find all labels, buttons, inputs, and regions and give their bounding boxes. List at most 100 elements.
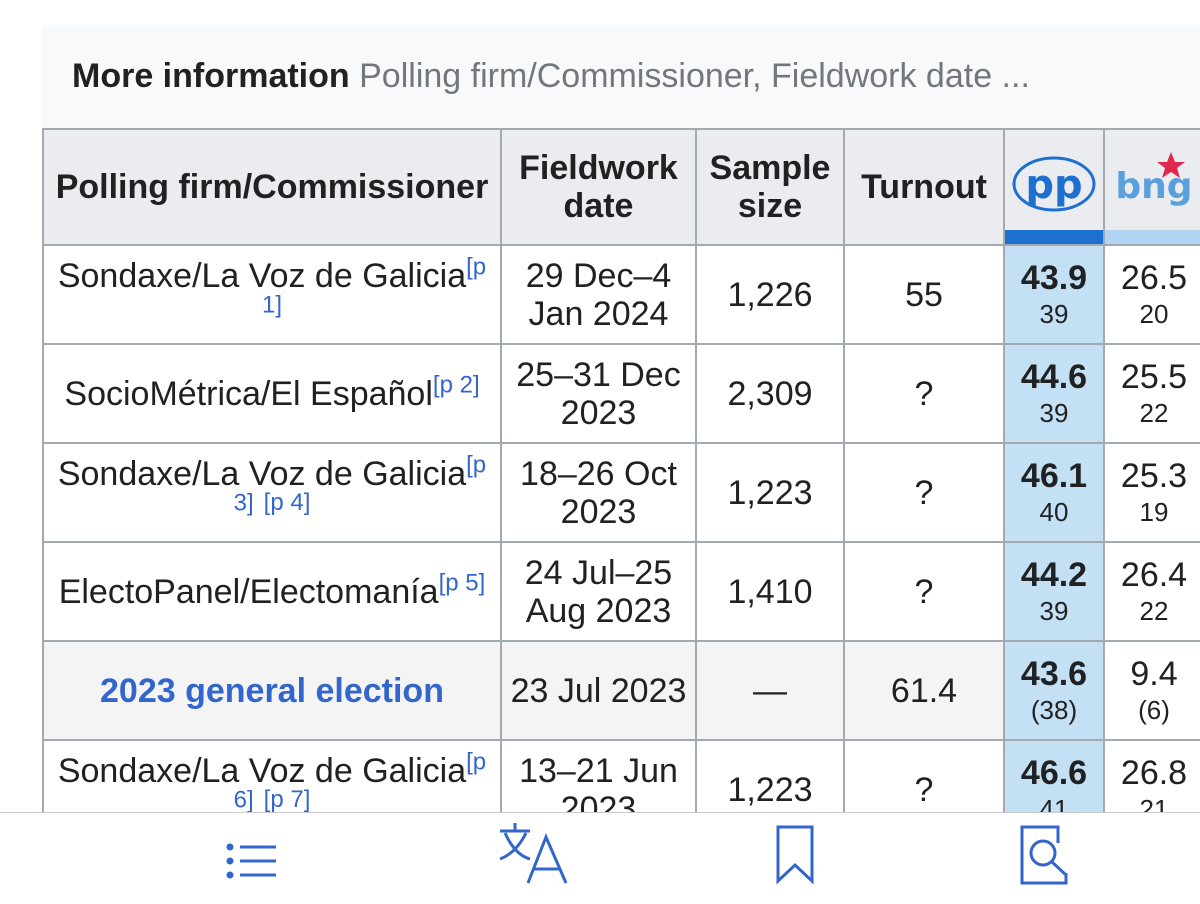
vote-share: 9.4 [1130, 654, 1178, 693]
result-cell: 26.4 22 [1103, 541, 1200, 642]
reference[interactable]: [p 5] [438, 569, 486, 597]
seats: 22 [1139, 397, 1169, 428]
table-body: Sondaxe/La Voz de Galicia[p 1] 29 Dec–4 J… [42, 244, 1200, 813]
seats: 40 [1039, 496, 1069, 527]
poll-row: SocioMétrica/El Español[p 2] 25–31 Dec 20… [42, 343, 1200, 444]
firm-name: Sondaxe/La Voz de Galicia [57, 454, 467, 493]
date-cell: 18–26 Oct 2023 [500, 442, 697, 543]
turnout-cell: ? [843, 442, 1005, 543]
turnout-cell: ? [843, 739, 1005, 812]
find-button[interactable] [1020, 825, 1068, 885]
firm-name: SocioMétrica/El Español [64, 374, 433, 413]
vote-share: 46.1 [1020, 456, 1088, 495]
firm-cell: Sondaxe/La Voz de Galicia[p 3] [p 4] [42, 442, 502, 543]
result-cell: 44.2 39 [1003, 541, 1105, 642]
result-cell: 25.5 22 [1103, 343, 1200, 444]
vote-share: 26.4 [1120, 555, 1188, 594]
result-cell: 43.6 (38) [1003, 640, 1105, 741]
seats: (6) [1138, 694, 1170, 725]
save-button[interactable] [776, 825, 814, 885]
vote-share: 26.5 [1120, 258, 1188, 297]
reference[interactable]: [p 1] [261, 253, 487, 319]
bottom-nav [0, 812, 1200, 904]
firm-name: Sondaxe/La Voz de Galicia [57, 256, 467, 295]
turnout-cell: ? [843, 541, 1005, 642]
firm-cell: Sondaxe/La Voz de Galicia[p 6] [p 7] [42, 739, 502, 812]
firm-name: Sondaxe/La Voz de Galicia [57, 751, 467, 790]
reference[interactable]: [p 6] [233, 748, 487, 812]
sample-cell: — [695, 640, 845, 741]
vote-share: 25.3 [1120, 456, 1188, 495]
column-header: Turnout [843, 128, 1005, 246]
logo-ring [1012, 156, 1096, 212]
header-row: Polling firm/Commissioner Fieldwork date S… [42, 128, 1200, 246]
result-cell: 44.6 39 [1003, 343, 1105, 444]
turnout-cell: 55 [843, 244, 1005, 345]
logo-text: bng [1115, 166, 1192, 207]
more-info-label: More information [72, 57, 350, 95]
seats: 41 [1039, 793, 1069, 813]
reference[interactable]: [p 2] [432, 371, 480, 399]
date-cell: 24 Jul–25 Aug 2023 [500, 541, 697, 642]
sample-cell: 1,223 [695, 739, 845, 812]
reference[interactable]: [p 3] [233, 451, 487, 517]
sample-cell: 2,309 [695, 343, 845, 444]
result-cell: 9.4 (6) [1103, 640, 1200, 741]
poll-row: 2023 general election 23 Jul 2023—61.4 43.… [42, 640, 1200, 741]
poll-row: Sondaxe/La Voz de Galicia[p 6] [p 7] 13–21… [42, 739, 1200, 813]
result-cell: 46.1 40 [1003, 442, 1105, 543]
firm-name[interactable]: 2023 general election [100, 671, 444, 710]
poll-row: Sondaxe/La Voz de Galicia[p 1] 29 Dec–4 J… [42, 244, 1200, 345]
date-cell: 25–31 Dec 2023 [500, 343, 697, 444]
vote-share: 46.6 [1020, 753, 1088, 792]
party-logo: pp [1012, 156, 1096, 212]
sample-cell: 1,410 [695, 541, 845, 642]
collapsed-table-bar[interactable]: More information Polling firm/Commission… [42, 25, 1200, 128]
vote-share: 44.2 [1020, 555, 1088, 594]
party-color-strip [1006, 230, 1102, 243]
reference[interactable]: [p 4] [263, 489, 311, 517]
firm-cell: 2023 general election [42, 640, 502, 741]
result-cell: 46.6 41 [1003, 739, 1105, 813]
polling-table: Polling firm/Commissioner Fieldwork date S… [42, 128, 1200, 812]
seats: 39 [1039, 397, 1069, 428]
seats: 19 [1139, 496, 1169, 527]
seats: 39 [1039, 595, 1069, 626]
seats: 22 [1139, 595, 1169, 626]
poll-row: ElectoPanel/Electomanía[p 5] 24 Jul–25 Au… [42, 541, 1200, 642]
reference[interactable]: [p 7] [263, 786, 311, 812]
result-cell: 26.5 20 [1103, 244, 1200, 345]
column-header: Sample size [695, 128, 845, 246]
firm-cell: Sondaxe/La Voz de Galicia[p 1] [42, 244, 502, 345]
vote-share: 25.5 [1120, 357, 1188, 396]
logo-star [1157, 152, 1185, 178]
sample-cell: 1,223 [695, 442, 845, 543]
result-cell: 25.3 19 [1103, 442, 1200, 543]
firm-cell: ElectoPanel/Electomanía[p 5] [42, 541, 502, 642]
date-cell: 23 Jul 2023 [500, 640, 697, 741]
party-header: pp [1003, 128, 1105, 246]
poll-row: Sondaxe/La Voz de Galicia[p 3] [p 4] 18–26… [42, 442, 1200, 543]
turnout-cell: ? [843, 343, 1005, 444]
seats: 21 [1139, 793, 1169, 813]
vote-share: 44.6 [1020, 357, 1088, 396]
sample-cell: 1,226 [695, 244, 845, 345]
date-cell: 13–21 Jun 2023 [500, 739, 697, 812]
result-cell: 26.8 21 [1103, 739, 1200, 813]
party-color-strip [1106, 230, 1200, 243]
date-cell: 29 Dec–4 Jan 2024 [500, 244, 697, 345]
language-button[interactable] [499, 823, 568, 884]
contents-button[interactable] [226, 843, 276, 879]
firm-cell: SocioMétrica/El Español[p 2] [42, 343, 502, 444]
turnout-cell: 61.4 [843, 640, 1005, 741]
party-header: bng [1103, 128, 1200, 246]
summary: Polling firm/Commissioner, Fieldwork dat… [359, 57, 1030, 95]
logo-text: pp [1025, 162, 1082, 208]
seats: (38) [1030, 694, 1078, 725]
vote-share: 43.6 [1020, 654, 1088, 693]
seats: 39 [1039, 298, 1069, 329]
party-logo: bng [1115, 152, 1193, 207]
vote-share: 43.9 [1020, 258, 1088, 297]
result-cell: 43.9 39 [1003, 244, 1105, 345]
